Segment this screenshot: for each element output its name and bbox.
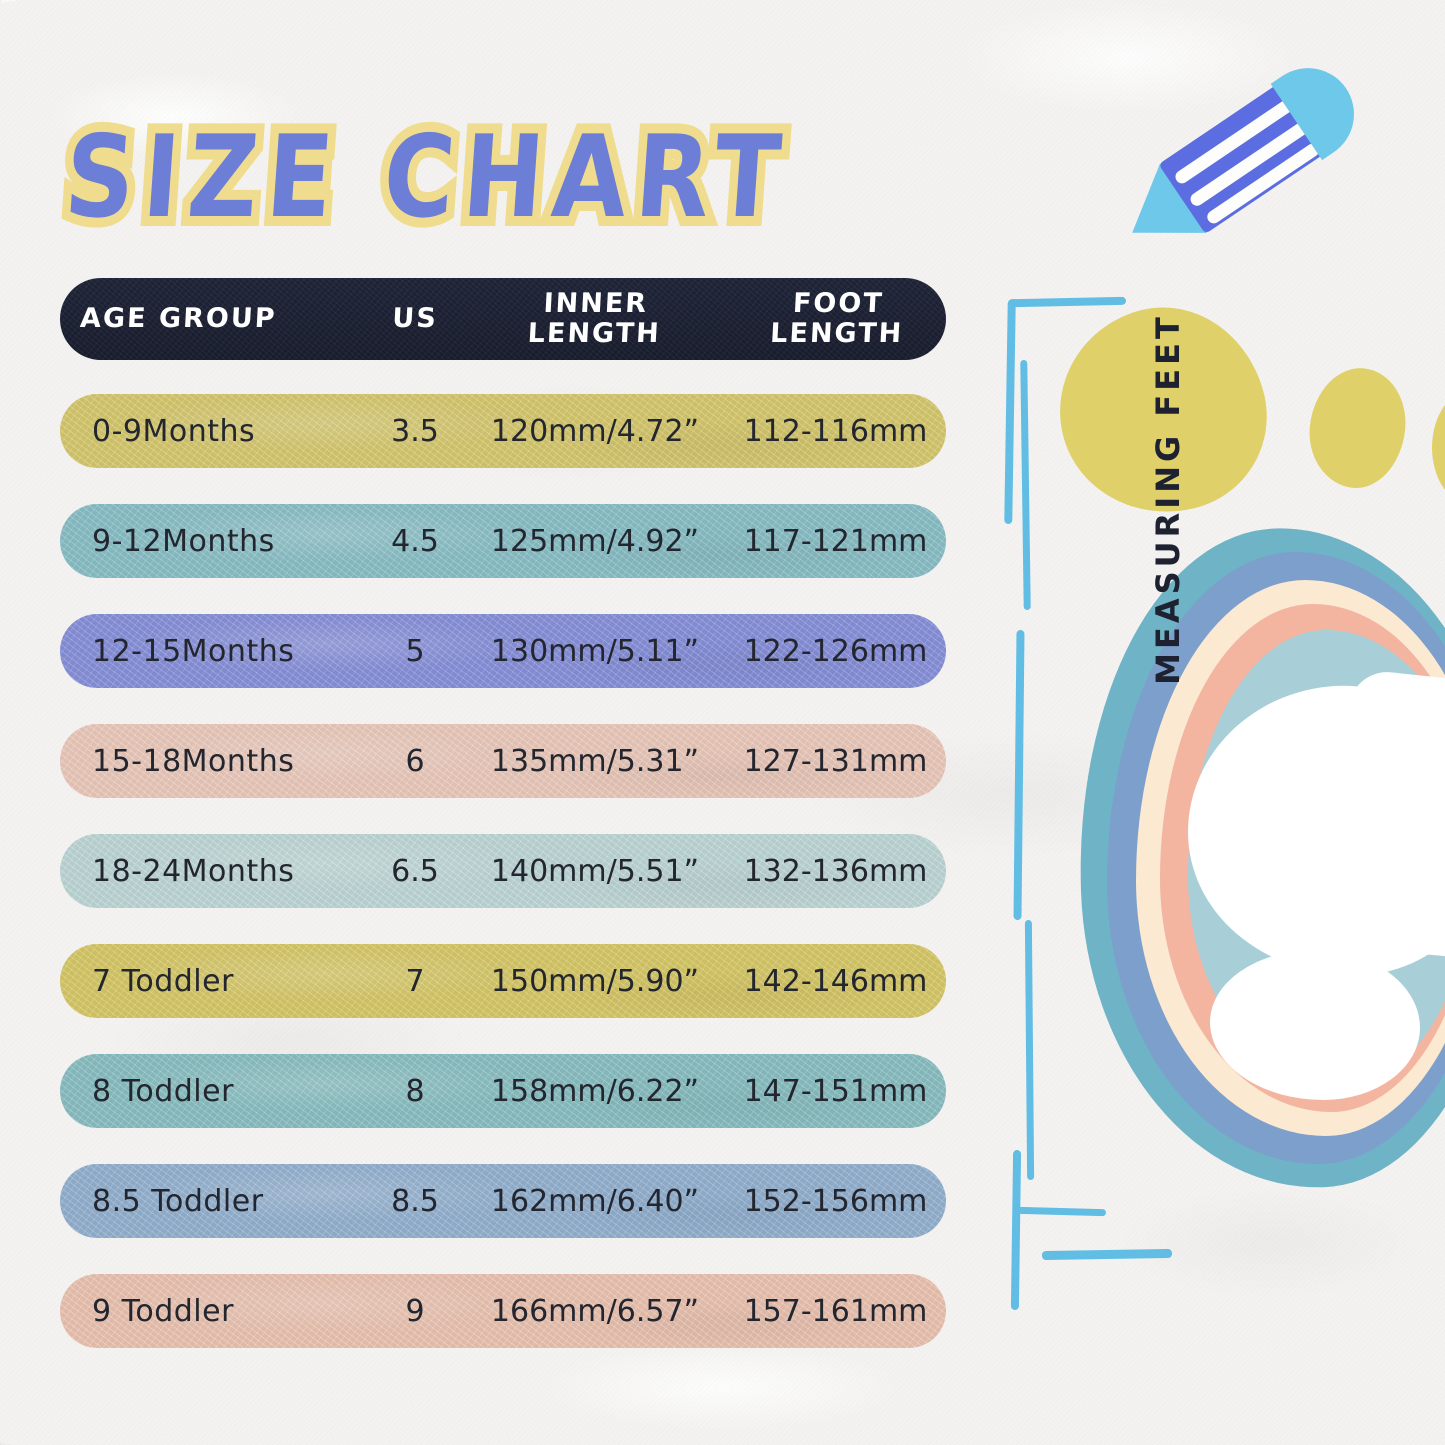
cell-foot-length: 147-151mm <box>743 1073 928 1109</box>
cell-foot-length: 117-121mm <box>743 523 928 559</box>
cell-inner-length: 130mm/5.11” <box>490 633 700 669</box>
cell-us: 6 <box>405 743 425 779</box>
table-row: 9 Toddler 9 166mm/6.57” 157-161mm <box>60 1274 946 1348</box>
cell-age-group: 15-18Months <box>92 743 295 779</box>
cell-age-group: 8 Toddler <box>92 1073 234 1109</box>
bracket-stroke-left <box>1013 629 1025 921</box>
bracket-stroke-left <box>1010 1149 1022 1311</box>
column-header-inner-length: INNER LENGTH <box>526 288 662 349</box>
table-row: 0-9Months 3.5 120mm/4.72” 112-116mm <box>60 394 946 468</box>
cell-inner-length: 150mm/5.90” <box>490 963 700 999</box>
cell-us: 7 <box>405 963 425 999</box>
cell-inner-length: 125mm/4.92” <box>490 523 700 559</box>
table-row: 8.5 Toddler 8.5 162mm/6.40” 152-156mm <box>60 1164 946 1238</box>
cell-inner-length: 162mm/6.40” <box>490 1183 700 1219</box>
cell-age-group: 18-24Months <box>92 853 295 889</box>
cell-age-group: 12-15Months <box>92 633 295 669</box>
cell-inner-length: 166mm/6.57” <box>490 1293 700 1329</box>
cell-age-group: 9 Toddler <box>92 1293 234 1329</box>
cell-age-group: 8.5 Toddler <box>92 1183 264 1219</box>
table-row: 7 Toddler 7 150mm/5.90” 142-146mm <box>60 944 946 1018</box>
column-header-foot-length: FOOT LENGTH <box>769 288 905 349</box>
size-chart-table: AGE GROUP US INNER LENGTH FOOT LENGTH 0-… <box>60 278 946 1384</box>
page-title-text: SIZE CHART <box>60 110 794 243</box>
bracket-stroke-bottom <box>1041 1248 1173 1261</box>
foot-heel-shape <box>1210 950 1420 1100</box>
table-row: 8 Toddler 8 158mm/6.22” 147-151mm <box>60 1054 946 1128</box>
cell-us: 8 <box>405 1073 425 1109</box>
cell-age-group: 9-12Months <box>92 523 275 559</box>
table-row: 15-18Months 6 135mm/5.31” 127-131mm <box>60 724 946 798</box>
bracket-stroke-top <box>1007 296 1127 308</box>
cell-age-group: 0-9Months <box>92 413 256 449</box>
table-row: 9-12Months 4.5 125mm/4.92” 117-121mm <box>60 504 946 578</box>
cell-age-group: 7 Toddler <box>92 963 234 999</box>
cell-us: 6.5 <box>391 853 439 889</box>
pencil-icon <box>1099 38 1382 283</box>
cell-foot-length: 122-126mm <box>743 633 928 669</box>
bracket-stroke-bottom <box>1015 1206 1107 1217</box>
cell-foot-length: 142-146mm <box>743 963 928 999</box>
cell-us: 4.5 <box>391 523 439 559</box>
cell-foot-length: 132-136mm <box>743 853 928 889</box>
cell-foot-length: 152-156mm <box>743 1183 928 1219</box>
bracket-stroke-left <box>1020 359 1031 611</box>
cell-inner-length: 140mm/5.51” <box>490 853 700 889</box>
cell-foot-length: 112-116mm <box>743 413 928 449</box>
cell-us: 8.5 <box>391 1183 439 1219</box>
table-row: 12-15Months 5 130mm/5.11” 122-126mm <box>60 614 946 688</box>
page-title: SIZE CHART SIZE CHART <box>52 102 870 253</box>
table-row: 18-24Months 6.5 140mm/5.51” 132-136mm <box>60 834 946 908</box>
table-header-row: AGE GROUP US INNER LENGTH FOOT LENGTH <box>60 278 946 360</box>
cell-inner-length: 120mm/4.72” <box>490 413 700 449</box>
cell-inner-length: 135mm/5.31” <box>490 743 700 779</box>
cell-us: 9 <box>405 1293 425 1329</box>
bracket-stroke-left <box>1024 919 1035 1181</box>
measuring-feet-label: MEASURING FEET <box>1149 313 1187 685</box>
cell-inner-length: 158mm/6.22” <box>490 1073 700 1109</box>
column-header-age-group: AGE GROUP <box>79 303 278 334</box>
cell-foot-length: 157-161mm <box>743 1293 928 1329</box>
cell-us: 5 <box>405 633 425 669</box>
yellow-blob-icon <box>1303 362 1412 494</box>
illustration-panel: MEASURING FEET <box>960 50 1445 1390</box>
yellow-blob-icon <box>1432 390 1445 505</box>
cell-foot-length: 127-131mm <box>743 743 928 779</box>
bracket-stroke-left <box>1004 299 1016 525</box>
cell-us: 3.5 <box>391 413 439 449</box>
